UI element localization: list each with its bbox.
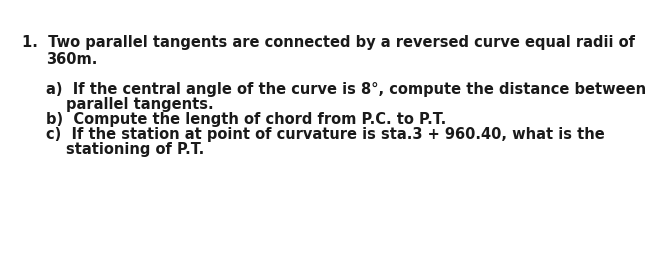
Text: parallel tangents.: parallel tangents.	[66, 97, 214, 112]
Text: 360m.: 360m.	[46, 52, 97, 67]
Text: b)  Compute the length of chord from P.C. to P.T.: b) Compute the length of chord from P.C.…	[46, 112, 446, 127]
Text: c)  If the station at point of curvature is sta.3 + 960.40, what is the: c) If the station at point of curvature …	[46, 127, 605, 142]
Text: a)  If the central angle of the curve is 8°, compute the distance between: a) If the central angle of the curve is …	[46, 82, 646, 97]
Text: 1.  Two parallel tangents are connected by a reversed curve equal radii of: 1. Two parallel tangents are connected b…	[22, 35, 635, 50]
Text: stationing of P.T.: stationing of P.T.	[66, 142, 204, 157]
